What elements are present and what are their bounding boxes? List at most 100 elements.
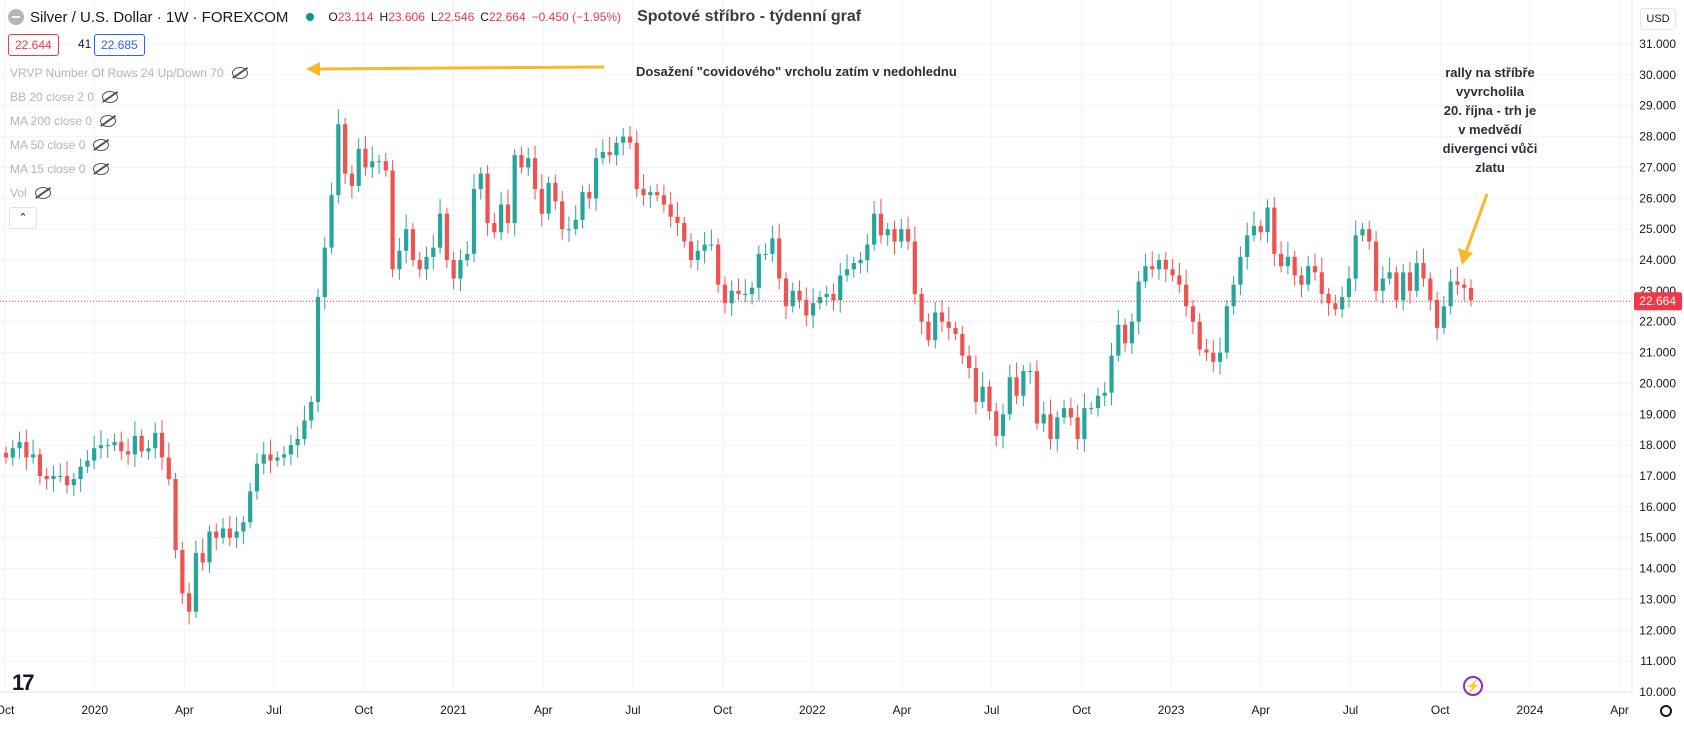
rally-line: zlatu: [1475, 160, 1505, 175]
candle-body: [288, 445, 293, 455]
time-tick-label: Oct: [354, 703, 373, 717]
symbol-name[interactable]: Silver / U.S. Dollar · 1W · FOREXCOM: [30, 8, 289, 26]
candle-body: [763, 253, 768, 255]
hidden-eye-icon[interactable]: [231, 67, 248, 79]
price-tick-label: 26.000: [1639, 191, 1676, 205]
indicator-vol[interactable]: Vol: [10, 186, 51, 200]
indicator-vrvp[interactable]: VRVP Number Of Rows 24 Up/Down 70: [10, 66, 248, 80]
candle-body: [1122, 324, 1128, 344]
candle-body: [1089, 408, 1094, 410]
candle-body: [404, 229, 409, 251]
lightning-icon[interactable]: ⚡: [1463, 676, 1483, 696]
candle-body: [85, 460, 90, 467]
price-tick-label: 25.000: [1639, 222, 1676, 236]
candle-body: [953, 327, 958, 335]
candle-body: [1177, 275, 1182, 285]
time-tick-label: 2021: [440, 703, 467, 717]
candle-body: [960, 334, 965, 356]
candle-body: [1278, 253, 1284, 267]
candle-body: [1387, 272, 1392, 279]
candle-body: [1414, 263, 1419, 291]
hidden-eye-icon[interactable]: [102, 91, 119, 103]
candle-body: [641, 189, 646, 196]
candle-body: [1184, 284, 1189, 307]
candle-body: [1373, 241, 1379, 291]
price-tick-label: 20.000: [1639, 376, 1676, 390]
indicator-ma200[interactable]: MA 200 close 0: [10, 114, 117, 128]
indicator-bb[interactable]: BB 20 close 2 0: [10, 90, 119, 104]
candle-body: [1061, 408, 1067, 418]
time-tick-label: Oct: [1072, 703, 1091, 717]
indicator-label: Vol: [10, 186, 27, 200]
candle-body: [1156, 260, 1162, 270]
candle-body: [1000, 414, 1006, 436]
candle-body: [1136, 281, 1141, 322]
candle-body: [1028, 371, 1033, 373]
time-tick-label: Apr: [534, 703, 553, 717]
candle-body: [648, 192, 653, 196]
candle-body: [1034, 371, 1040, 424]
tradingview-logo-icon[interactable]: 17: [12, 670, 35, 695]
price-tick-label: 12.000: [1639, 623, 1676, 637]
hidden-eye-icon[interactable]: [34, 187, 51, 199]
candle-body: [1292, 256, 1297, 276]
candle-body: [458, 260, 463, 279]
time-tick-label: Apr: [893, 703, 912, 717]
candle-body: [376, 161, 382, 163]
open-label: O: [328, 10, 338, 24]
time-tick-label: 2020: [81, 703, 108, 717]
candle-body: [105, 445, 110, 447]
candle-body: [831, 293, 836, 301]
candle-body: [709, 244, 714, 246]
candle-body: [1055, 417, 1060, 439]
candle-body: [838, 275, 843, 301]
indicator-ma50[interactable]: MA 50 close 0: [10, 138, 110, 152]
hidden-eye-icon[interactable]: [100, 115, 117, 127]
candle-body: [437, 213, 443, 248]
indicator-ma15[interactable]: MA 15 close 0: [10, 162, 110, 176]
time-tick-label: Jul: [984, 703, 999, 717]
collapse-indicators-button[interactable]: ⌃: [9, 207, 37, 229]
gear-icon[interactable]: [1660, 705, 1672, 717]
rally-arrow: [1464, 193, 1489, 253]
hidden-eye-icon[interactable]: [93, 139, 110, 151]
candle-body: [811, 303, 816, 316]
price-tick-label: 27.000: [1639, 160, 1676, 174]
ask-price[interactable]: 22.685: [94, 34, 145, 56]
candle-body: [1224, 306, 1229, 353]
candle-body: [824, 293, 829, 298]
candle-body: [1238, 256, 1243, 285]
candle-body: [702, 244, 707, 251]
candle-body: [912, 241, 917, 294]
candle-body: [736, 290, 741, 294]
hidden-eye-icon[interactable]: [93, 163, 110, 175]
candle-body: [675, 216, 680, 223]
candle-body: [716, 244, 721, 285]
candle-body: [804, 300, 809, 316]
candle-body: [451, 260, 456, 279]
candle-body: [254, 463, 260, 492]
candle-body: [1075, 417, 1080, 439]
candle-body: [492, 222, 497, 233]
rally-arrowhead: [1458, 248, 1473, 265]
candle-body: [688, 241, 694, 260]
low-value: 22.546: [437, 10, 475, 24]
candle-body: [1319, 272, 1324, 294]
rally-line: v medvědí: [1458, 122, 1522, 137]
indicator-label: BB 20 close 2 0: [10, 90, 95, 104]
candle-body: [1041, 414, 1046, 424]
candle-body: [349, 173, 355, 186]
candle-body: [431, 247, 436, 257]
candle-body: [1068, 408, 1073, 418]
time-tick-label: Apr: [1251, 703, 1270, 717]
rally-annotation: rally na stříbře vyvrcholila 20. října -…: [1420, 63, 1560, 177]
currency-selector[interactable]: USD: [1640, 8, 1676, 30]
bid-price[interactable]: 22.644: [8, 34, 59, 56]
candle-body: [173, 479, 178, 551]
chart-header: Silver / U.S. Dollar · 1W · FOREXCOM O23…: [8, 8, 861, 26]
low-label: L: [430, 10, 438, 24]
candle-body: [1007, 377, 1012, 415]
candle-body: [1021, 371, 1026, 396]
time-tick-label: 2023: [1158, 703, 1185, 717]
